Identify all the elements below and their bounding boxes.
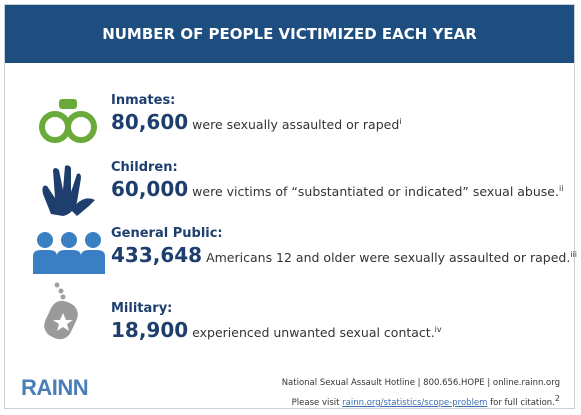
people-icon (33, 232, 105, 274)
footer: National Sexual Assault Hotline | 800.65… (282, 376, 560, 411)
handcuffs-icon (39, 99, 97, 143)
citation-suffix: for full citation. (490, 397, 555, 408)
row: General Public: 433,648 Americans 12 and… (5, 226, 577, 296)
citation: Please visit rainn.org/statistics/scope-… (282, 391, 560, 411)
citation-note: 2 (554, 394, 560, 403)
note: ii (558, 183, 564, 193)
citation-link[interactable]: rainn.org/statistics/scope-problem (342, 397, 488, 408)
logo: RAINN (21, 375, 89, 400)
note: iv (434, 324, 442, 334)
number: 60,000 (111, 177, 189, 201)
header: NUMBER OF PEOPLE VICTIMIZED EACH YEAR (5, 5, 574, 63)
statement: 18,900 experienced unwanted sexual conta… (111, 318, 442, 342)
statement: 80,600 were sexually assaulted or rapedi (111, 110, 402, 134)
row: Children: 60,000 were victims of “substa… (5, 160, 574, 230)
row: Inmates: 80,600 were sexually assaulted … (5, 93, 574, 163)
text: Americans 12 and older were sexually ass… (206, 250, 571, 265)
note: i (399, 116, 402, 126)
label: Military: (111, 301, 173, 316)
label: Inmates: (111, 93, 176, 108)
title: NUMBER OF PEOPLE VICTIMIZED EACH YEAR (102, 25, 477, 43)
hands-icon (42, 165, 95, 216)
text: were victims of “substantiated or indica… (192, 184, 559, 199)
label: Children: (111, 160, 178, 175)
text: experienced unwanted sexual contact. (192, 325, 435, 340)
number: 80,600 (111, 110, 189, 134)
text: were sexually assaulted or raped (192, 117, 400, 132)
citation-prefix: Please visit (291, 397, 340, 408)
statement: 433,648 Americans 12 and older were sexu… (111, 243, 577, 267)
note: iii (570, 249, 578, 259)
number: 433,648 (111, 243, 203, 267)
row: Military: 18,900 experienced unwanted se… (5, 282, 574, 371)
hotline: National Sexual Assault Hotline | 800.65… (281, 378, 560, 388)
statement: 60,000 were victims of “substantiated or… (111, 177, 563, 201)
infographic: NUMBER OF PEOPLE VICTIMIZED EACH YEAR In… (4, 4, 577, 411)
number: 18,900 (111, 318, 189, 342)
label: General Public: (111, 226, 223, 241)
dog-tag-icon (44, 282, 78, 340)
